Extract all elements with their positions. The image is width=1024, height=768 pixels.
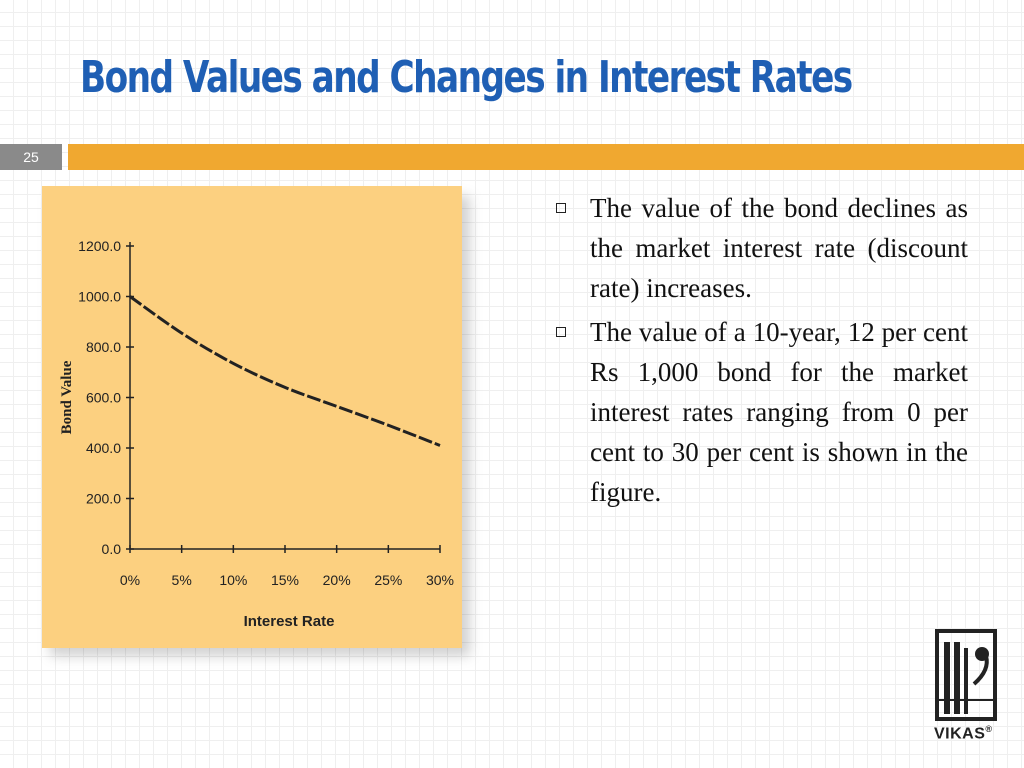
y-tick-label: 1000.0	[78, 289, 121, 305]
bullet-text: The value of a 10-year, 12 per cent Rs 1…	[590, 317, 968, 507]
registered-mark: ®	[985, 724, 993, 734]
logo-wordmark: VIKAS	[934, 725, 986, 743]
x-axis-label: Interest Rate	[244, 613, 335, 630]
x-tick-label: 20%	[323, 572, 351, 588]
bullet-item: The value of a 10-year, 12 per cent Rs 1…	[556, 312, 968, 512]
x-tick-label: 15%	[271, 572, 299, 588]
bond-value-series-line	[129, 295, 441, 447]
y-tick-label: 400.0	[86, 440, 121, 456]
slide-number: 25	[23, 149, 39, 165]
accent-bar	[68, 144, 1024, 170]
bullet-text: The value of the bond declines as the ma…	[590, 193, 968, 303]
chart-panel: 0.0 200.0 400.0 600.0 800.0 1000.0 1200.0 0% 5% 1…	[42, 186, 462, 648]
vikas-logo-icon	[935, 629, 997, 721]
y-tick-label: 0.0	[102, 541, 122, 557]
bond-value-chart: 0.0 200.0 400.0 600.0 800.0 1000.0 1200.0 0% 5% 1…	[59, 238, 454, 630]
x-tick-label: 25%	[374, 572, 402, 588]
logo-text: VIKAS®	[934, 724, 1006, 743]
x-tick-label: 30%	[426, 572, 454, 588]
x-tick-label: 10%	[219, 572, 247, 588]
bullet-item: The value of the bond declines as the ma…	[556, 188, 968, 308]
y-axis-label: Bond Value	[59, 360, 75, 434]
x-tick-label: 0%	[120, 572, 140, 588]
slide-number-bar	[0, 144, 62, 170]
y-tick-label: 1200.0	[78, 238, 121, 254]
y-tick-label: 200.0	[86, 491, 121, 507]
x-tick-label: 5%	[172, 572, 192, 588]
y-tick-label: 800.0	[86, 339, 121, 355]
bullet-list: The value of the bond declines as the ma…	[556, 188, 968, 516]
square-bullet-icon	[556, 203, 566, 213]
square-bullet-icon	[556, 327, 566, 337]
slide-title: Bond Values and Changes in Interest Rate…	[80, 52, 853, 103]
y-tick-label: 600.0	[86, 390, 121, 406]
